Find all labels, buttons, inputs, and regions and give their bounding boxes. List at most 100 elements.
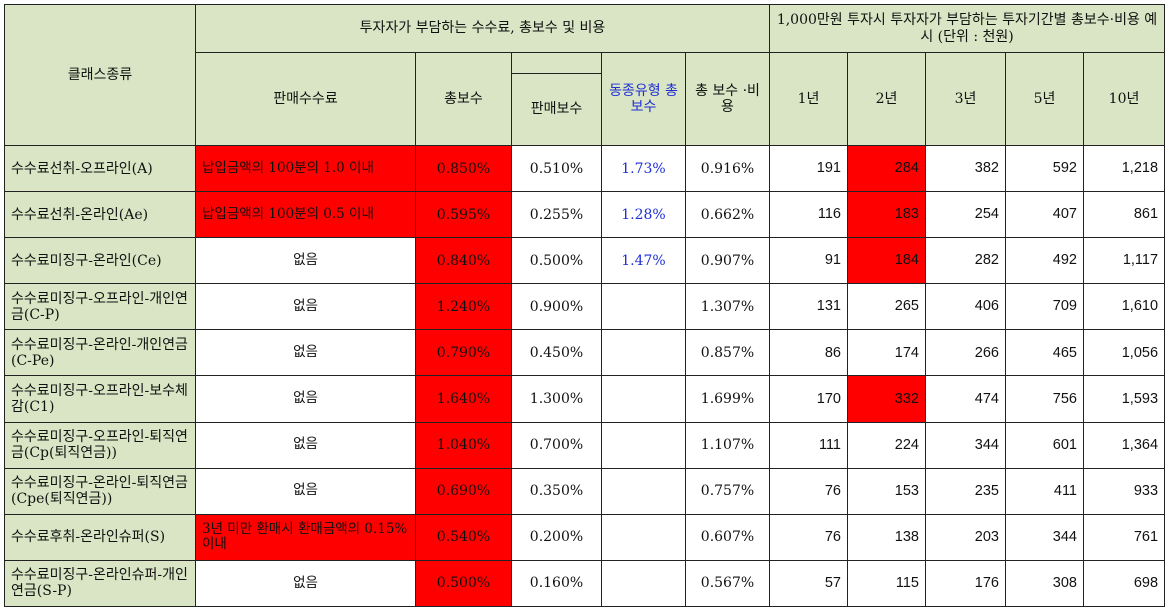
year-10-cell: 698 bbox=[1082, 559, 1166, 608]
table-row: 수수료미징구-오프라인-보수체감(C1) 없음 1.640% 1.300% 1.699%… bbox=[4, 375, 1166, 423]
header-total-fee: 총보수 bbox=[415, 52, 512, 146]
total-fee-cell: 0.500% bbox=[415, 559, 512, 608]
year-3-cell: 282 bbox=[925, 237, 1006, 285]
total-cost-cell: 1.307% bbox=[685, 283, 770, 331]
year-2-cell: 332 bbox=[847, 375, 926, 423]
sales-fee-cell: 없음 bbox=[195, 375, 416, 423]
year-5-cell: 308 bbox=[1005, 559, 1084, 608]
sales-fee-cell: 없음 bbox=[195, 237, 416, 285]
year-3-cell: 176 bbox=[925, 559, 1006, 608]
year-10-cell: 1,364 bbox=[1082, 421, 1166, 469]
year-2-cell: 115 bbox=[847, 559, 926, 608]
peer-total-fee-cell bbox=[601, 283, 686, 331]
year-2-cell: 265 bbox=[847, 283, 926, 331]
year-3-cell: 254 bbox=[925, 191, 1006, 239]
total-cost-cell: 1.699% bbox=[685, 375, 770, 423]
sales-fee-cell: 납입금액의 100분의 1.0 이내 bbox=[195, 144, 416, 193]
total-fee-cell: 0.850% bbox=[415, 144, 512, 193]
class-name-cell: 수수료미징구-온라인(Ce) bbox=[4, 237, 196, 285]
total-fee-cell: 0.595% bbox=[415, 191, 512, 239]
total-cost-cell: 0.662% bbox=[685, 191, 770, 239]
year-2-cell: 138 bbox=[847, 513, 926, 561]
header-year-1: 1년 bbox=[769, 52, 848, 146]
class-name-cell: 수수료선취-온라인(Ae) bbox=[4, 191, 196, 239]
class-name-cell: 수수료미징구-오프라인-개인연금(C-P) bbox=[4, 283, 196, 331]
year-5-cell: 492 bbox=[1005, 237, 1084, 285]
sales-comp-cell: 0.255% bbox=[511, 191, 602, 239]
year-1-cell: 76 bbox=[769, 467, 848, 515]
total-fee-cell: 0.690% bbox=[415, 467, 512, 515]
sales-fee-cell: 납입금액의 100분의 0.5 이내 bbox=[195, 191, 416, 239]
header-sales-comp-top bbox=[511, 52, 602, 74]
class-name-cell: 수수료미징구-온라인슈퍼-개인연금(S-P) bbox=[4, 559, 196, 608]
year-5-cell: 709 bbox=[1005, 283, 1084, 331]
table-row: 수수료후취-온라인슈퍼(S) 3년 미만 환매시 환매금액의 0.15% 이내 0.… bbox=[4, 513, 1166, 561]
year-1-cell: 76 bbox=[769, 513, 848, 561]
total-cost-cell: 0.916% bbox=[685, 144, 770, 193]
year-1-cell: 86 bbox=[769, 329, 848, 377]
total-fee-cell: 1.040% bbox=[415, 421, 512, 469]
class-name-cell: 수수료미징구-온라인-퇴직연금(Cpe(퇴직연금)) bbox=[4, 467, 196, 515]
year-2-cell: 183 bbox=[847, 191, 926, 239]
year-1-cell: 131 bbox=[769, 283, 848, 331]
year-1-cell: 57 bbox=[769, 559, 848, 608]
peer-total-fee-cell: 1.47% bbox=[601, 237, 686, 285]
total-fee-cell: 1.640% bbox=[415, 375, 512, 423]
table-row: 수수료선취-온라인(Ae) 납입금액의 100분의 0.5 이내 0.595% 0.2… bbox=[4, 191, 1166, 239]
sales-fee-cell: 없음 bbox=[195, 421, 416, 469]
table-row: 수수료미징구-오프라인-퇴직연금(Cp(퇴직연금)) 없음 1.040% 0.700%… bbox=[4, 421, 1166, 469]
header-year-2: 2년 bbox=[847, 52, 926, 146]
year-5-cell: 465 bbox=[1005, 329, 1084, 377]
total-fee-cell: 0.840% bbox=[415, 237, 512, 285]
fee-table: 클래스종류 투자자가 부담하는 수수료, 총보수 및 비용 1,000만원 투자… bbox=[4, 4, 1166, 608]
year-10-cell: 761 bbox=[1082, 513, 1166, 561]
peer-total-fee-cell: 1.73% bbox=[601, 144, 686, 193]
peer-total-fee-cell bbox=[601, 329, 686, 377]
sales-fee-cell: 3년 미만 환매시 환매금액의 0.15% 이내 bbox=[195, 513, 416, 561]
sales-comp-cell: 0.450% bbox=[511, 329, 602, 377]
sales-fee-cell: 없음 bbox=[195, 329, 416, 377]
peer-total-fee-cell bbox=[601, 559, 686, 608]
header-year-3: 3년 bbox=[925, 52, 1006, 146]
sales-fee-cell: 없음 bbox=[195, 467, 416, 515]
total-cost-cell: 1.107% bbox=[685, 421, 770, 469]
table-row: 수수료미징구-온라인-퇴직연금(Cpe(퇴직연금)) 없음 0.690% 0.350%… bbox=[4, 467, 1166, 515]
table-row: 수수료미징구-온라인(Ce) 없음 0.840% 0.500% 1.47% 0.907% 9… bbox=[4, 237, 1166, 285]
sales-fee-cell: 없음 bbox=[195, 559, 416, 608]
table-row: 수수료선취-오프라인(A) 납입금액의 100분의 1.0 이내 0.850% 0.5… bbox=[4, 144, 1166, 193]
year-2-cell: 153 bbox=[847, 467, 926, 515]
header-investor-fee-group: 투자자가 부담하는 수수료, 총보수 및 비용 bbox=[195, 4, 770, 53]
year-1-cell: 111 bbox=[769, 421, 848, 469]
header-year-10: 10년 bbox=[1082, 52, 1166, 146]
total-cost-cell: 0.857% bbox=[685, 329, 770, 377]
year-5-cell: 592 bbox=[1005, 144, 1084, 193]
year-10-cell: 1,117 bbox=[1082, 237, 1166, 285]
peer-total-fee-cell bbox=[601, 467, 686, 515]
year-3-cell: 203 bbox=[925, 513, 1006, 561]
year-10-cell: 1,056 bbox=[1082, 329, 1166, 377]
table-row: 수수료미징구-온라인슈퍼-개인연금(S-P) 없음 0.500% 0.160% 0.56… bbox=[4, 559, 1166, 608]
peer-total-fee-cell bbox=[601, 421, 686, 469]
total-cost-cell: 0.567% bbox=[685, 559, 770, 608]
class-name-cell: 수수료선취-오프라인(A) bbox=[4, 144, 196, 193]
year-10-cell: 1,218 bbox=[1082, 144, 1166, 193]
year-1-cell: 170 bbox=[769, 375, 848, 423]
year-3-cell: 474 bbox=[925, 375, 1006, 423]
year-10-cell: 1,593 bbox=[1082, 375, 1166, 423]
peer-total-fee-cell bbox=[601, 375, 686, 423]
year-3-cell: 344 bbox=[925, 421, 1006, 469]
year-3-cell: 382 bbox=[925, 144, 1006, 193]
year-5-cell: 601 bbox=[1005, 421, 1084, 469]
sales-comp-cell: 0.160% bbox=[511, 559, 602, 608]
year-5-cell: 344 bbox=[1005, 513, 1084, 561]
class-name-cell: 수수료미징구-온라인-개인연금(C-Pe) bbox=[4, 329, 196, 377]
year-10-cell: 861 bbox=[1082, 191, 1166, 239]
year-5-cell: 407 bbox=[1005, 191, 1084, 239]
sales-comp-cell: 0.500% bbox=[511, 237, 602, 285]
year-2-cell: 224 bbox=[847, 421, 926, 469]
year-3-cell: 266 bbox=[925, 329, 1006, 377]
sales-comp-cell: 0.200% bbox=[511, 513, 602, 561]
total-fee-cell: 1.240% bbox=[415, 283, 512, 331]
year-5-cell: 756 bbox=[1005, 375, 1084, 423]
year-1-cell: 91 bbox=[769, 237, 848, 285]
